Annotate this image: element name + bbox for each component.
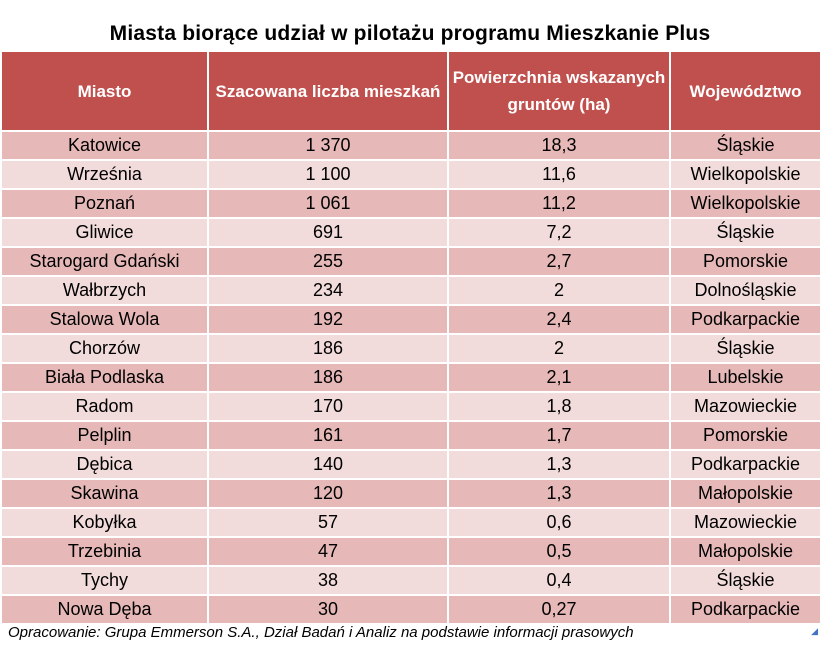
cell-area: 0,6 [447, 507, 671, 538]
table-row: Gliwice 691 7,2 Śląskie [0, 217, 820, 248]
cell-city: Chorzów [0, 333, 209, 364]
cell-apartments: 57 [207, 507, 449, 538]
cell-apartments: 120 [207, 478, 449, 509]
cell-voivodeship: Pomorskie [669, 246, 820, 277]
cell-area: 7,2 [447, 217, 671, 248]
table-row: Stalowa Wola 192 2,4 Podkarpackie [0, 304, 820, 335]
cell-voivodeship: Podkarpackie [669, 594, 820, 625]
cell-area: 0,4 [447, 565, 671, 596]
cell-area: 11,2 [447, 188, 671, 219]
cities-table: Miasto Szacowana liczba mieszkań Powierz… [0, 50, 820, 625]
table-row: Tychy 38 0,4 Śląskie [0, 565, 820, 596]
cell-voivodeship: Małopolskie [669, 536, 820, 567]
cell-city: Kobyłka [0, 507, 209, 538]
cell-apartments: 47 [207, 536, 449, 567]
cell-voivodeship: Podkarpackie [669, 449, 820, 480]
cell-apartments: 38 [207, 565, 449, 596]
cell-city: Września [0, 159, 209, 190]
cell-voivodeship: Podkarpackie [669, 304, 820, 335]
cell-area: 2,7 [447, 246, 671, 277]
cell-voivodeship: Małopolskie [669, 478, 820, 509]
cell-area: 2 [447, 275, 671, 306]
table-row: Biała Podlaska 186 2,1 Lubelskie [0, 362, 820, 393]
cell-apartments: 170 [207, 391, 449, 422]
cell-city: Dębica [0, 449, 209, 480]
column-header-voivodeship: Województwo [669, 50, 820, 132]
column-header-area: Powierzchnia wskazanych gruntów (ha) [447, 50, 671, 132]
table-row: Trzebinia 47 0,5 Małopolskie [0, 536, 820, 567]
cell-city: Pelplin [0, 420, 209, 451]
cell-apartments: 1 100 [207, 159, 449, 190]
source-note: Opracowanie: Grupa Emmerson S.A., Dział … [8, 624, 634, 641]
table-row: Starogard Gdański 255 2,7 Pomorskie [0, 246, 820, 277]
cell-apartments: 1 061 [207, 188, 449, 219]
cell-voivodeship: Lubelskie [669, 362, 820, 393]
cell-city: Trzebinia [0, 536, 209, 567]
cell-voivodeship: Dolnośląskie [669, 275, 820, 306]
cell-voivodeship: Wielkopolskie [669, 159, 820, 190]
cell-city: Biała Podlaska [0, 362, 209, 393]
cell-area: 1,8 [447, 391, 671, 422]
cell-apartments: 192 [207, 304, 449, 335]
table-row: Pelplin 161 1,7 Pomorskie [0, 420, 820, 451]
cell-voivodeship: Śląskie [669, 130, 820, 161]
cell-city: Radom [0, 391, 209, 422]
cell-area: 1,3 [447, 449, 671, 480]
table-row: Wałbrzych 234 2 Dolnośląskie [0, 275, 820, 306]
cell-area: 18,3 [447, 130, 671, 161]
cell-city: Starogard Gdański [0, 246, 209, 277]
cell-voivodeship: Mazowieckie [669, 507, 820, 538]
cell-area: 11,6 [447, 159, 671, 190]
cell-city: Katowice [0, 130, 209, 161]
cell-voivodeship: Pomorskie [669, 420, 820, 451]
cell-city: Nowa Dęba [0, 594, 209, 625]
table-row: Chorzów 186 2 Śląskie [0, 333, 820, 364]
cell-voivodeship: Śląskie [669, 217, 820, 248]
cell-city: Stalowa Wola [0, 304, 209, 335]
cell-apartments: 186 [207, 333, 449, 364]
cell-apartments: 140 [207, 449, 449, 480]
cell-city: Gliwice [0, 217, 209, 248]
cell-city: Tychy [0, 565, 209, 596]
cell-area: 2,4 [447, 304, 671, 335]
cell-apartments: 255 [207, 246, 449, 277]
table-row: Radom 170 1,8 Mazowieckie [0, 391, 820, 422]
cell-city: Skawina [0, 478, 209, 509]
table-row: Katowice 1 370 18,3 Śląskie [0, 130, 820, 161]
cell-city: Wałbrzych [0, 275, 209, 306]
table-row: Kobyłka 57 0,6 Mazowieckie [0, 507, 820, 538]
cell-area: 1,7 [447, 420, 671, 451]
cell-apartments: 234 [207, 275, 449, 306]
header-row: Miasto Szacowana liczba mieszkań Powierz… [0, 50, 820, 132]
cell-city: Poznań [0, 188, 209, 219]
cell-apartments: 161 [207, 420, 449, 451]
table-row: Poznań 1 061 11,2 Wielkopolskie [0, 188, 820, 219]
cell-area: 2 [447, 333, 671, 364]
table-body: Katowice 1 370 18,3 Śląskie Września 1 100 11,… [0, 130, 820, 625]
column-header-apartments: Szacowana liczba mieszkań [207, 50, 449, 132]
cell-apartments: 691 [207, 217, 449, 248]
cell-voivodeship: Mazowieckie [669, 391, 820, 422]
cell-apartments: 1 370 [207, 130, 449, 161]
corner-mark-icon: ◢ [811, 626, 818, 636]
cell-area: 2,1 [447, 362, 671, 393]
table-row: Skawina 120 1,3 Małopolskie [0, 478, 820, 509]
cell-area: 1,3 [447, 478, 671, 509]
column-header-city: Miasto [0, 50, 209, 132]
table-title: Miasta biorące udział w pilotażu program… [109, 22, 711, 45]
cell-area: 0,27 [447, 594, 671, 625]
cell-area: 0,5 [447, 536, 671, 567]
cell-apartments: 30 [207, 594, 449, 625]
table-row: Nowa Dęba 30 0,27 Podkarpackie [0, 594, 820, 625]
table-row: Września 1 100 11,6 Wielkopolskie [0, 159, 820, 190]
cell-voivodeship: Śląskie [669, 565, 820, 596]
cell-apartments: 186 [207, 362, 449, 393]
cell-voivodeship: Śląskie [669, 333, 820, 364]
cell-voivodeship: Wielkopolskie [669, 188, 820, 219]
table-row: Dębica 140 1,3 Podkarpackie [0, 449, 820, 480]
